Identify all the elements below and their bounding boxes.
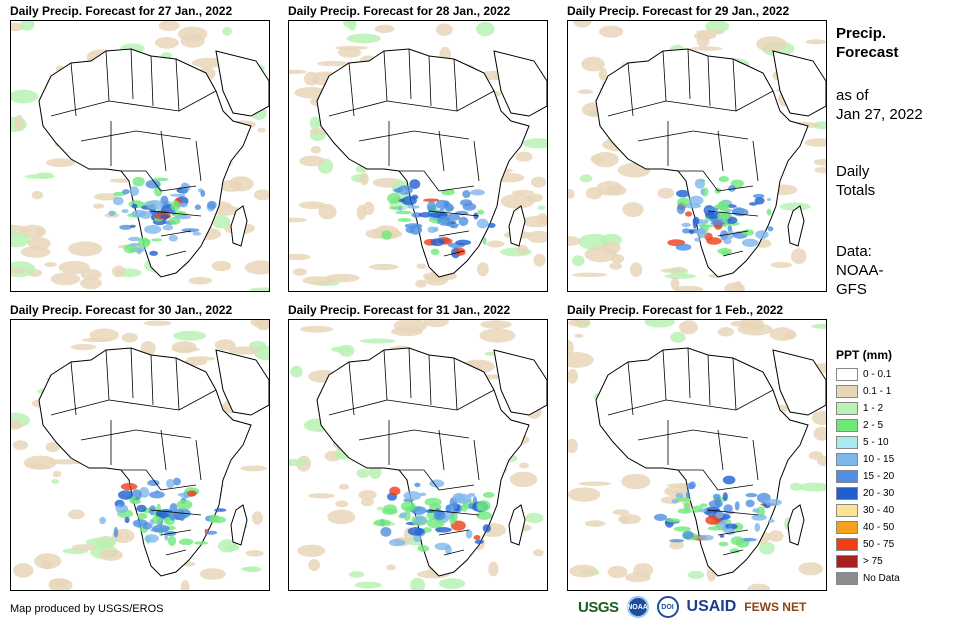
legend-swatch bbox=[836, 470, 858, 483]
legend-swatch bbox=[836, 436, 858, 449]
legend-label: 15 - 20 bbox=[863, 471, 895, 482]
totals-line2: Totals bbox=[836, 182, 876, 199]
legend-item: 0 - 0.1 bbox=[836, 366, 900, 383]
legend-item: 30 - 40 bbox=[836, 502, 900, 519]
precip-map bbox=[567, 319, 827, 591]
credit-text: Map produced by USGS/EROS bbox=[10, 603, 164, 615]
legend-label: 1 - 2 bbox=[863, 403, 884, 414]
legend-item: 15 - 20 bbox=[836, 468, 900, 485]
panel-title: Daily Precip. Forecast for 31 Jan., 2022 bbox=[288, 303, 511, 317]
totals-line1: Daily bbox=[836, 163, 870, 180]
legend-swatch bbox=[836, 521, 858, 534]
side-title-line1: Precip. bbox=[836, 25, 887, 42]
legend-item: 40 - 50 bbox=[836, 519, 900, 536]
legend-swatch bbox=[836, 487, 858, 500]
legend-item: 0.1 - 1 bbox=[836, 383, 900, 400]
legend-label: 0 - 0.1 bbox=[863, 369, 892, 380]
data-source-line2: NOAA- bbox=[836, 262, 884, 279]
map-canvas bbox=[11, 21, 269, 291]
legend-swatch bbox=[836, 572, 858, 585]
legend-swatch bbox=[836, 555, 858, 568]
legend-label: 20 - 30 bbox=[863, 488, 895, 499]
map-canvas bbox=[289, 21, 547, 288]
legend-label: 40 - 50 bbox=[863, 522, 895, 533]
logo-bar: USGS NOAA DOI USAID FEWS NET bbox=[578, 596, 806, 618]
panel-title: Daily Precip. Forecast for 27 Jan., 2022 bbox=[10, 4, 233, 18]
data-source-line1: Data: bbox=[836, 243, 872, 260]
precip-map bbox=[288, 20, 548, 292]
usaid-logo: USAID bbox=[686, 598, 737, 615]
legend-label: 2 - 5 bbox=[863, 420, 884, 431]
legend-label: 30 - 40 bbox=[863, 505, 895, 516]
side-title-line2: Forecast bbox=[836, 44, 899, 61]
legend-swatch bbox=[836, 419, 858, 432]
legend-item: 50 - 75 bbox=[836, 536, 900, 553]
map-canvas bbox=[568, 320, 826, 590]
legend-swatch bbox=[836, 453, 858, 466]
legend-swatch bbox=[836, 402, 858, 415]
fews-net-logo: FEWS NET bbox=[744, 600, 807, 614]
side-title: Precip. Forecast bbox=[836, 24, 899, 62]
usgs-logo: USGS bbox=[578, 598, 619, 616]
legend-item: 20 - 30 bbox=[836, 485, 900, 502]
precip-map bbox=[10, 319, 270, 591]
legend-item: 10 - 15 bbox=[836, 451, 900, 468]
legend-title: PPT (mm) bbox=[836, 348, 893, 362]
legend-swatch bbox=[836, 385, 858, 398]
as-of-value: Jan 27, 2022 bbox=[836, 106, 923, 123]
data-source-line3: GFS bbox=[836, 281, 867, 298]
dept-seal-logo: DOI bbox=[656, 596, 679, 618]
map-canvas bbox=[568, 21, 826, 291]
legend-label: > 75 bbox=[863, 556, 883, 567]
panel-title: Daily Precip. Forecast for 28 Jan., 2022 bbox=[288, 4, 511, 18]
legend-label: 5 - 10 bbox=[863, 437, 889, 448]
totals-label: Daily Totals bbox=[836, 162, 875, 200]
legend-item: 5 - 10 bbox=[836, 434, 900, 451]
map-canvas bbox=[11, 320, 269, 590]
panel-title: Daily Precip. Forecast for 1 Feb., 2022 bbox=[567, 303, 784, 317]
legend-item: 1 - 2 bbox=[836, 400, 900, 417]
legend-swatch bbox=[836, 538, 858, 551]
data-source: Data: NOAA- GFS bbox=[836, 242, 884, 299]
legend-item: > 75 bbox=[836, 553, 900, 570]
precip-map bbox=[10, 20, 270, 292]
panel-title: Daily Precip. Forecast for 29 Jan., 2022 bbox=[567, 4, 790, 18]
panel-title: Daily Precip. Forecast for 30 Jan., 2022 bbox=[10, 303, 233, 317]
map-canvas bbox=[289, 320, 547, 590]
noaa-logo: NOAA bbox=[626, 596, 649, 618]
legend-item: No Data bbox=[836, 570, 900, 587]
legend-swatch bbox=[836, 368, 858, 381]
as-of-date: as of Jan 27, 2022 bbox=[836, 86, 923, 124]
legend-label: 0.1 - 1 bbox=[863, 386, 892, 397]
as-of-label: as of bbox=[836, 87, 869, 104]
precip-map bbox=[567, 20, 827, 292]
legend: 0 - 0.1 0.1 - 1 1 - 2 2 - 5 5 - 10 10 - 15 15 … bbox=[836, 366, 900, 587]
legend-label: 10 - 15 bbox=[863, 454, 895, 465]
precip-map bbox=[288, 319, 548, 591]
legend-swatch bbox=[836, 504, 858, 517]
legend-label: 50 - 75 bbox=[863, 539, 895, 550]
legend-item: 2 - 5 bbox=[836, 417, 900, 434]
legend-label: No Data bbox=[863, 573, 900, 584]
